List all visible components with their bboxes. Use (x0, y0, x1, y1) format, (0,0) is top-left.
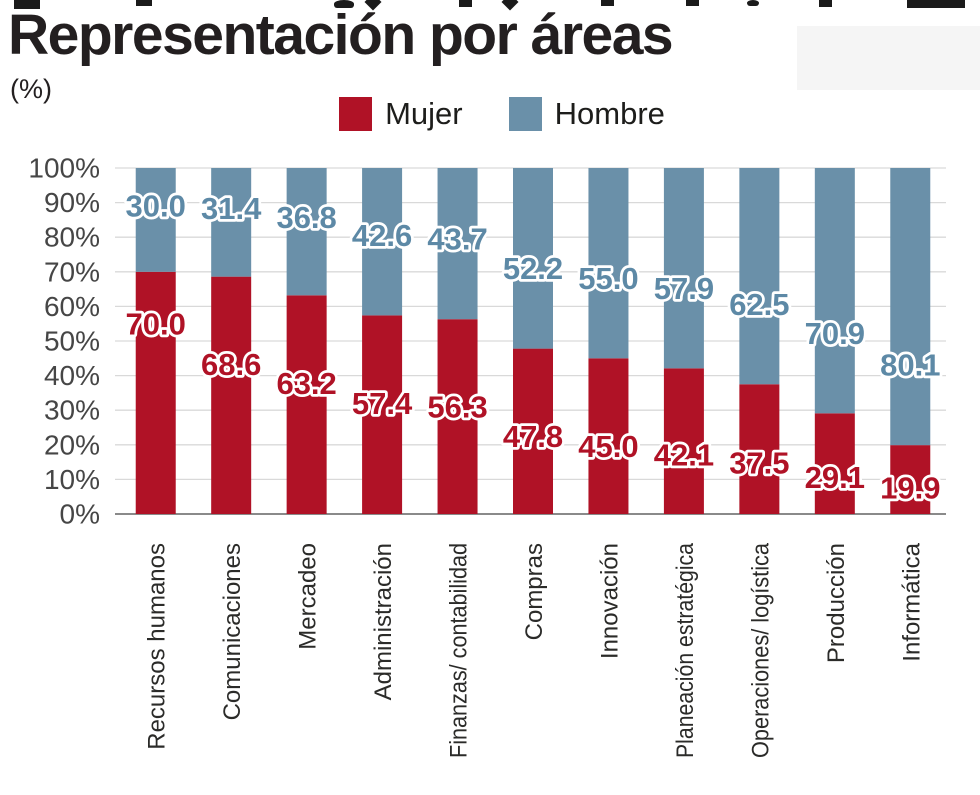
bar-mujer (890, 445, 931, 514)
category-label: Producción (823, 543, 850, 663)
legend-label-mujer: Mujer (385, 96, 463, 131)
value-label-mujer: 47.8 (503, 419, 563, 454)
cropped-glyph-fragment (747, 0, 759, 6)
y-tick-label: 70% (44, 256, 100, 287)
cropped-glyph-fragment (819, 0, 832, 7)
bar-mujer (513, 348, 553, 514)
bar-mujer (135, 271, 176, 514)
value-label-mujer: 70.0 (126, 306, 186, 341)
legend-label-hombre: Hombre (554, 96, 665, 131)
category-label: Mercadeo (295, 543, 322, 650)
cropped-glyph-fragment (459, 0, 472, 7)
value-label-hombre: 80.1 (880, 348, 940, 383)
bar-hombre (588, 168, 629, 359)
value-label-hombre: 31.4 (201, 191, 262, 226)
bar-mujer (437, 319, 478, 514)
value-label-mujer: 45.0 (578, 429, 638, 464)
value-label-hombre: 55.0 (578, 261, 638, 296)
y-tick-label: 80% (44, 222, 100, 253)
value-label-mujer: 19.9 (880, 471, 940, 506)
value-label-hombre: 42.6 (352, 218, 412, 253)
value-label-mujer: 42.1 (654, 438, 714, 473)
value-label-hombre: 36.8 (276, 200, 336, 235)
y-tick-label: 30% (44, 395, 100, 426)
chart-units-label: (%) (10, 74, 52, 104)
y-tick-label: 100% (28, 153, 100, 184)
y-tick-label: 10% (44, 464, 100, 495)
value-label-mujer: 63.2 (276, 366, 336, 401)
cropped-glyph-fragment (334, 0, 354, 8)
bar-mujer (362, 315, 403, 514)
value-label-mujer: 37.5 (729, 446, 789, 481)
cropped-glyph-fragment (907, 0, 965, 8)
value-label-mujer: 68.6 (201, 347, 261, 382)
value-label-hombre: 70.9 (805, 316, 865, 351)
value-label-hombre: 62.5 (729, 287, 789, 322)
value-label-mujer: 57.4 (352, 386, 413, 421)
legend-item-mujer: Mujer (339, 96, 463, 131)
category-label: Innovación (596, 543, 623, 659)
value-label-hombre: 43.7 (427, 222, 487, 257)
bar-hombre (286, 168, 327, 296)
chart-legend: Mujer Hombre (0, 96, 980, 131)
bar-hombre (362, 168, 403, 316)
value-label-hombre: 30.0 (126, 188, 186, 223)
bar-mujer (588, 358, 629, 514)
y-tick-label: 40% (44, 360, 100, 391)
category-label: Recursos humanos (144, 543, 171, 750)
cropped-glyph-fragment (136, 0, 152, 6)
value-label-hombre: 57.9 (654, 271, 714, 306)
cropped-glyph-fragment (686, 0, 699, 6)
legend-item-hombre: Hombre (508, 96, 665, 131)
value-label-mujer: 56.3 (427, 390, 487, 425)
category-label: Finanzas/ contabilidad (446, 543, 473, 758)
bar-hombre (890, 168, 931, 446)
bar-mujer (814, 413, 855, 514)
top-right-shade (797, 26, 980, 90)
bar-mujer (286, 295, 327, 514)
bar-hombre (437, 168, 478, 320)
bar-hombre (663, 168, 704, 369)
bar-hombre (814, 168, 855, 414)
cropped-glyph-fragment (601, 0, 614, 6)
category-label: Informática (898, 542, 925, 661)
legend-swatch-mujer (339, 96, 373, 131)
y-tick-label: 20% (44, 429, 100, 460)
bar-mujer (663, 368, 704, 514)
chart-title: Representación por áreas (8, 3, 674, 67)
y-tick-label: 0% (60, 499, 100, 530)
bar-hombre (135, 168, 176, 272)
bar-mujer (211, 276, 252, 514)
category-label: Planeación estratégica (672, 542, 699, 758)
y-tick-label: 60% (44, 291, 100, 322)
bar-hombre (739, 168, 780, 385)
y-tick-label: 90% (44, 187, 100, 218)
legend-swatch-hombre (508, 96, 542, 131)
value-label-mujer: 29.1 (805, 460, 865, 495)
category-label: Operaciones/ logística (747, 542, 774, 758)
bar-hombre (513, 168, 553, 349)
cropped-glyph-fragment (14, 0, 40, 9)
category-label: Comunicaciones (219, 543, 246, 720)
bar-mujer (739, 384, 780, 514)
bar-hombre (211, 168, 252, 277)
y-tick-label: 50% (44, 326, 100, 357)
category-label: Compras (521, 543, 548, 640)
category-label: Administración (370, 543, 397, 700)
value-label-hombre: 52.2 (503, 251, 563, 286)
